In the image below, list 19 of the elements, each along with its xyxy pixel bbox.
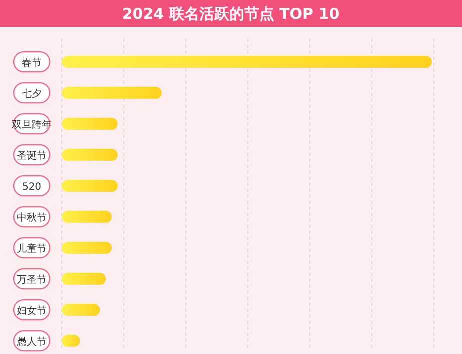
bar bbox=[62, 273, 106, 285]
y-tick-label: 520 bbox=[22, 182, 42, 193]
bar bbox=[62, 87, 162, 99]
y-tick-label: 愚人节 bbox=[16, 336, 47, 348]
y-tick-label: 中秋节 bbox=[17, 212, 47, 224]
bar bbox=[62, 118, 118, 130]
bar bbox=[62, 211, 112, 223]
bar bbox=[62, 149, 118, 161]
y-tick-label: 七夕 bbox=[22, 88, 42, 100]
y-tick-label: 儿童节 bbox=[17, 243, 47, 255]
bar bbox=[62, 304, 100, 316]
y-tick-label: 圣诞节 bbox=[17, 150, 47, 162]
bar bbox=[62, 180, 118, 192]
y-tick-label: 妇女节 bbox=[17, 305, 47, 317]
bar bbox=[62, 56, 432, 68]
chart-title: 2024 联名活跃的节点 TOP 10 bbox=[122, 5, 340, 23]
y-tick-label: 万圣节 bbox=[17, 274, 47, 286]
y-tick-label: 春节 bbox=[22, 57, 42, 69]
bar bbox=[62, 242, 112, 254]
